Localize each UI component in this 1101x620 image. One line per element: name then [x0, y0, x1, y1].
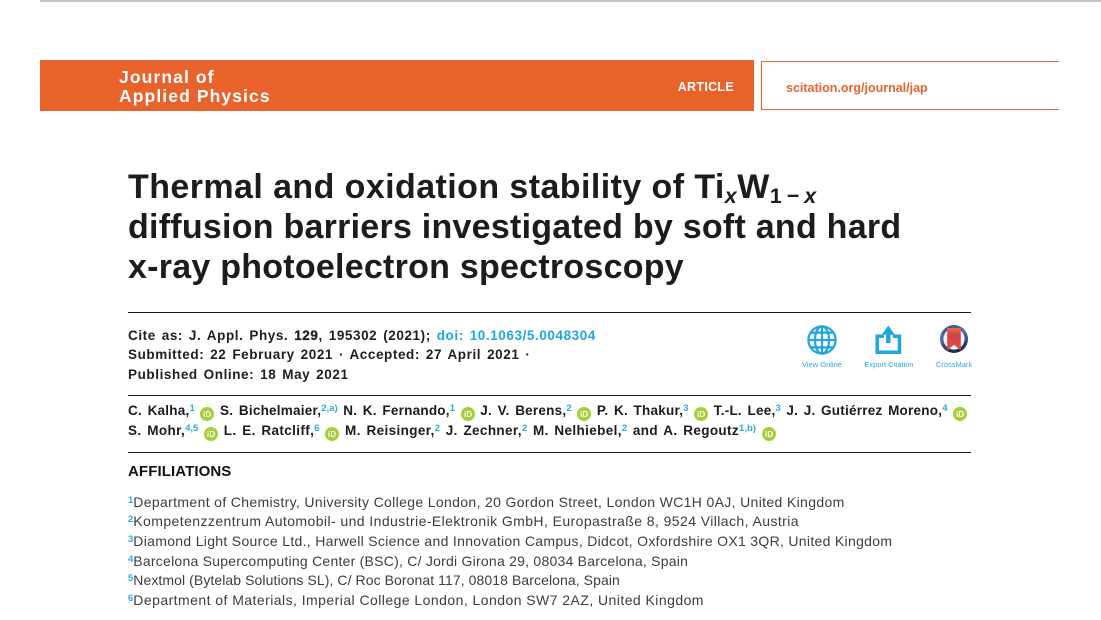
svg-text:iD: iD [207, 429, 216, 438]
svg-text:iD: iD [464, 409, 472, 418]
svg-text:iD: iD [203, 409, 211, 418]
svg-text:iD: iD [956, 409, 964, 418]
svg-text:iD: iD [328, 429, 337, 438]
svg-text:iD: iD [764, 429, 773, 438]
svg-text:iD: iD [697, 409, 705, 418]
svg-text:iD: iD [580, 409, 588, 418]
